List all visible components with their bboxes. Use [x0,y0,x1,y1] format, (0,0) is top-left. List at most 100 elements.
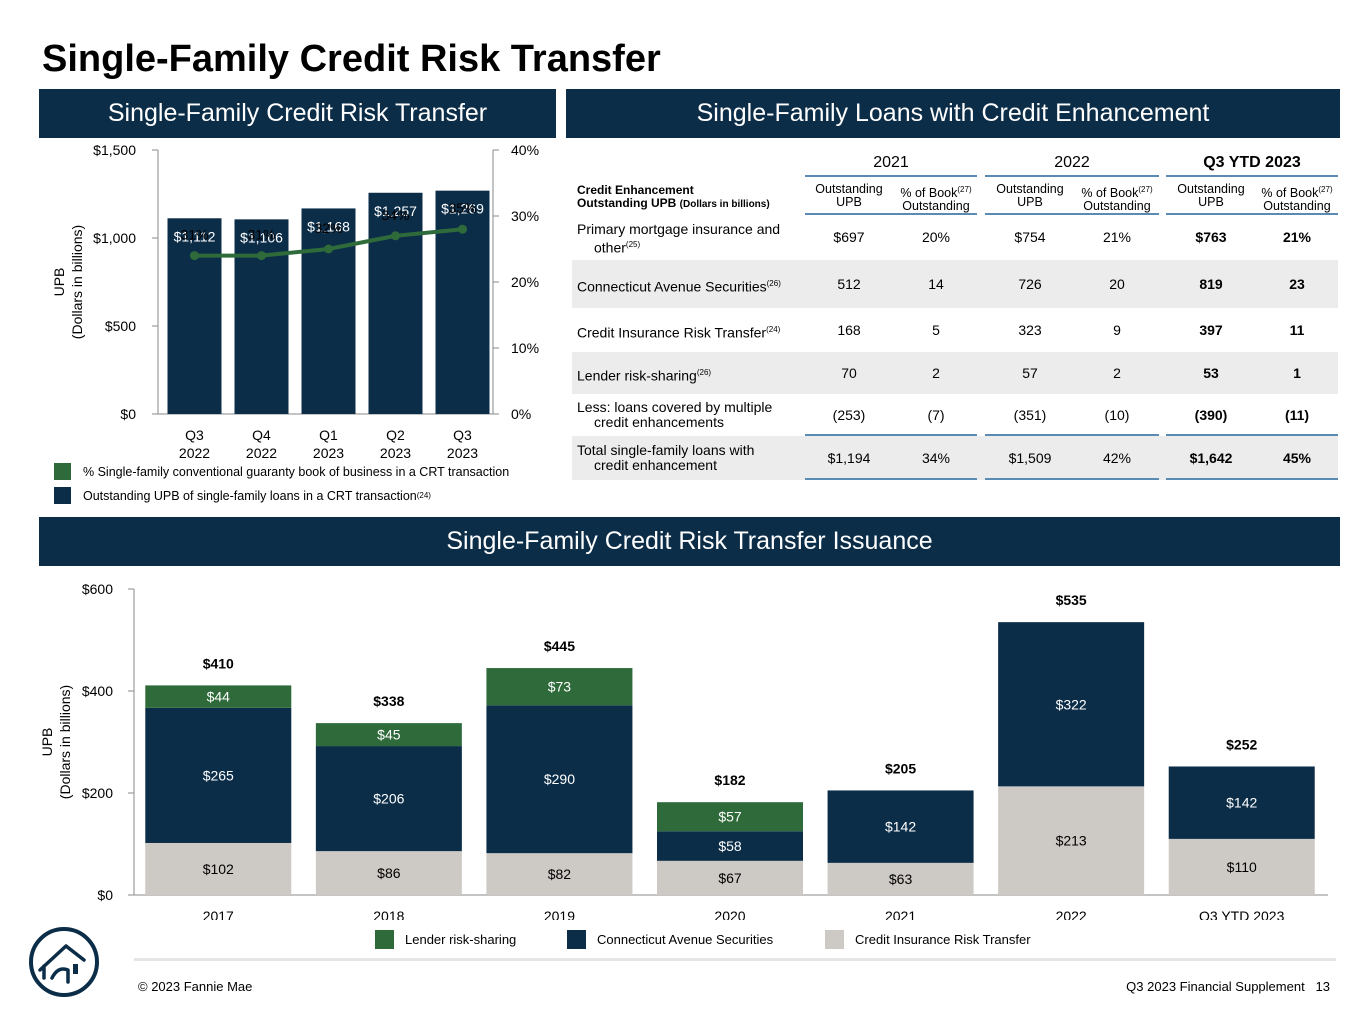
segment-value-label: $44 [207,689,231,705]
row-label: Less: loans covered by multiple credit en… [577,400,772,430]
crt-outstanding-chart: $0 $500 $1,000 $1,500 0% 10% 20% 30% 40% UPB (Doll… [51,142,539,460]
col-header-upb: Outstanding UPB [988,183,1072,209]
line-point [391,231,400,241]
y-tick-label: $200 [82,785,113,801]
table-cell: (351) [1013,407,1047,423]
y-axis-title: UPB [39,728,55,757]
x-tick-label: 2020 [714,908,745,920]
segment-value-label: $58 [718,838,742,854]
header-label-line1: Credit Enhancement [577,183,694,197]
table-cell: $1,509 [1008,450,1052,466]
row-label-text: Total single-family loans with [577,442,755,458]
x-tick-label: 2022 [1056,908,1087,920]
row-underline [985,434,1159,436]
line-value-label: 32% [314,220,342,236]
segment-value-label: $290 [544,771,575,787]
col-header-text: % of Book [900,186,958,201]
row-underline [805,434,977,436]
year-2021: 2021 [873,154,909,171]
col-header-sup: (27) [1318,185,1333,194]
legend-item-cirt: Credit Insurance Risk Transfer [825,930,1031,949]
segment-value-label: $86 [377,865,401,881]
legend-swatch-gray [825,930,844,949]
legend-label-crt-upb: Outstanding UPB of single-family loans i… [83,488,417,503]
col-header-text: Outstanding [1083,199,1151,214]
footer-supplement-title: Q3 2023 Financial Supplement [1126,979,1305,994]
footer-copyright: © 2023 Fannie Mae [138,979,253,994]
table-row: Credit Insurance Risk Transfer(24) 168 5 32… [572,308,1338,352]
table-cell: 9 [1113,322,1121,338]
table-cell: $763 [1195,229,1227,245]
row-label: Primary mortgage insurance and other(25) [577,222,780,256]
segment-value-label: $82 [548,866,572,882]
table-cell: (7) [927,407,945,423]
segment-value-label: $265 [203,767,234,783]
header-underline [985,213,1159,215]
banner-crt: Single-Family Credit Risk Transfer [39,89,556,138]
col-header-text: Outstanding [902,199,970,214]
x-tick-label: 2022 [246,445,277,460]
row-label-text: Connecticut Avenue Securities [577,278,767,295]
footer-page-number: 13 [1315,979,1330,994]
bar-segment-cas [145,707,292,843]
segment-value-label: $57 [718,809,742,825]
table-cell: 2 [932,365,940,381]
segment-value-label: $142 [885,819,916,835]
row-label-text: Less: loans covered by multiple [577,399,773,415]
table-cell: 42% [1102,450,1132,466]
col-header-upb: Outstanding UPB [807,183,891,209]
table-cell: 397 [1199,322,1223,338]
table-cell: 57 [1022,365,1038,381]
line-point [257,251,266,261]
bar-segment-cirt [315,851,462,895]
x-tick-label: Q3 [453,427,472,443]
year-underline [805,175,977,177]
table-cell: 20 [1109,276,1125,292]
year-underline [985,175,1159,177]
page-title: Single-Family Credit Risk Transfer [42,38,661,80]
banner-credit-enhancement: Single-Family Loans with Credit Enhancem… [566,89,1340,138]
table-cell: 21% [1282,229,1312,245]
y2-tick-label: 10% [511,340,539,356]
col-header-text: % of Book [1261,186,1319,201]
x-tick-label: Q4 [252,427,271,443]
table-cell: 34% [921,450,951,466]
col-header-text: Outstanding [1177,182,1245,196]
col-header-pct: % of Book(27) Outstanding [1075,183,1159,213]
row-label-text: Credit Insurance Risk Transfer [577,324,767,341]
bar-segment-cas [827,790,974,863]
header-label-units: (Dollars in billions) [679,199,770,210]
row-underline [1166,478,1338,480]
y-axis-subtitle: (Dollars in billions) [57,685,73,799]
x-tick-label: 2023 [313,445,344,460]
segment-value-label: $142 [1226,795,1257,811]
legend-swatch-green [54,463,71,480]
bar-value-label: $1,257 [374,203,417,219]
bar-crt-upb [435,190,490,414]
table-row: Lender risk-sharing(26) 70 2 57 2 53 1 [572,352,1338,394]
y2-tick-label: 20% [511,274,539,290]
segment-value-label: $63 [889,871,913,887]
fannie-mae-logo-icon [29,927,99,997]
bar-segment-cirt [145,842,292,895]
y-tick-label: $1,000 [93,230,136,246]
table-cell: 20% [921,229,951,245]
table-cell: 2 [1113,365,1121,381]
bar-value-label: $1,168 [307,218,350,234]
x-tick-label: Q1 [319,427,338,443]
table-cell: 21% [1102,229,1132,245]
segment-value-label: $213 [1056,833,1087,849]
row-label-sup: (26) [766,279,781,288]
row-label: Lender risk-sharing(26) [577,365,711,384]
col-header-sup: (27) [957,185,972,194]
legend-label-crt-percent: % Single-family conventional guaranty bo… [83,464,510,479]
year-2022: 2022 [1054,154,1090,171]
legend-item-lender: Lender risk-sharing [375,930,516,949]
table-cell: $697 [833,229,865,245]
bar-segment-cirt [486,853,633,895]
bar-segment-cas [657,831,803,861]
y2-tick-label: 30% [511,208,539,224]
legend-swatch-navy [54,487,71,504]
table-body: Primary mortgage insurance and other(25) $… [572,214,1338,480]
y-axis-title: UPB [51,268,67,297]
